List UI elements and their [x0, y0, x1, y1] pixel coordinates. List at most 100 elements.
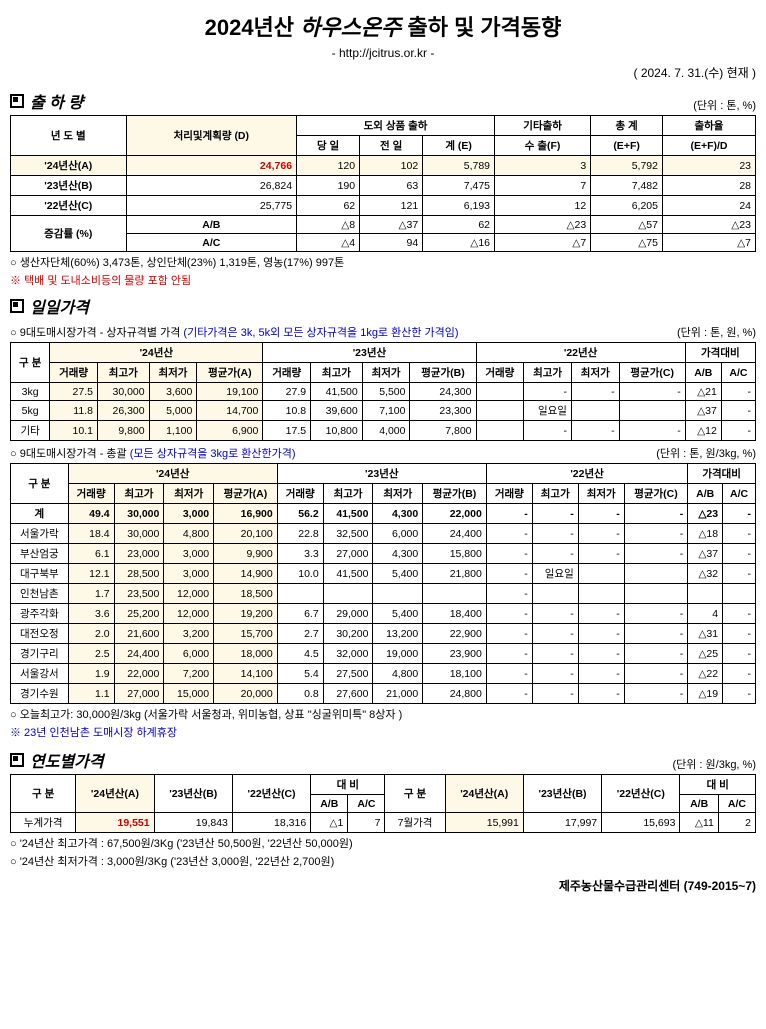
subtitle-url: - http://jcitrus.or.kr - [10, 46, 756, 60]
th: A/B [685, 363, 721, 383]
cell: 9,800 [97, 421, 149, 441]
title-suffix: 출하 및 가격동향 [407, 15, 561, 40]
section2-title: 일일가격 [30, 294, 89, 318]
th-year: 년 도 별 [11, 116, 127, 156]
cell: 29,000 [323, 604, 373, 624]
th: 대 비 [680, 775, 756, 795]
cell: 23,000 [114, 544, 164, 564]
cell: - [624, 504, 688, 524]
cell: - [486, 624, 532, 644]
cell: 21,800 [423, 564, 487, 584]
th: 최고가 [97, 363, 149, 383]
cell: - [532, 604, 578, 624]
cell: △32 [688, 564, 723, 584]
cell: △57 [591, 216, 663, 234]
cell: - [486, 604, 532, 624]
cell: 17.5 [263, 421, 311, 441]
cell: 10.1 [50, 421, 98, 441]
cell: 24,400 [114, 644, 164, 664]
cell: 24,800 [423, 684, 487, 704]
cell [624, 584, 688, 604]
cell: 2 [718, 813, 755, 833]
section1-unit: (단위 : 톤, %) [693, 97, 756, 113]
cell [476, 401, 524, 421]
cell: - [721, 383, 755, 401]
note5: ○ '24년산 최고가격 : 67,500원/3Kg ('23년산 50,500… [10, 835, 756, 851]
th: 평균가(C) [619, 363, 685, 383]
cell [578, 564, 624, 584]
cell: 26,300 [97, 401, 149, 421]
cell: 120 [297, 156, 360, 176]
change-label: 증감률 (%) [11, 216, 127, 252]
cell: 대전오정 [11, 624, 69, 644]
cell: - [723, 524, 756, 544]
cell: 10.0 [277, 564, 323, 584]
cell: 18,400 [423, 604, 487, 624]
section1-title: 출 하 량 [30, 89, 83, 113]
cell: 12.1 [68, 564, 114, 584]
th: 구 분 [385, 775, 445, 813]
cell: - [578, 544, 624, 564]
cell: - [571, 383, 619, 401]
cell: - [619, 383, 685, 401]
cell: 6.1 [68, 544, 114, 564]
cell: 22.8 [277, 524, 323, 544]
th: 거래량 [476, 363, 524, 383]
cell: - [723, 544, 756, 564]
cell: 2.0 [68, 624, 114, 644]
cell: △4 [297, 234, 360, 252]
cell [277, 584, 323, 604]
cell: 경기수원 [11, 684, 69, 704]
th-total-e: 계 (E) [423, 136, 495, 156]
cell: - [532, 504, 578, 524]
cell: 28 [662, 176, 755, 196]
cell: 24,400 [423, 524, 487, 544]
cell: △1 [311, 813, 348, 833]
note4: ※ 23년 인천남촌 도매시장 하계휴장 [10, 724, 756, 740]
cell: 12 [495, 196, 591, 216]
cell: 1,100 [149, 421, 197, 441]
unit1: (단위 : 톤, 원, %) [677, 324, 756, 340]
th-offshore: 도외 상품 출하 [297, 116, 495, 136]
th-sum: 총 계 [591, 116, 663, 136]
cell: △23 [495, 216, 591, 234]
cell: 7,200 [164, 664, 214, 684]
cell: 49.4 [68, 504, 114, 524]
change-ab: A/B [126, 216, 297, 234]
cell: 6,900 [197, 421, 263, 441]
cell: 15,700 [214, 624, 278, 644]
cell: - [532, 524, 578, 544]
cell: - [486, 584, 532, 604]
cell: 4.5 [277, 644, 323, 664]
cell: - [486, 564, 532, 584]
row-label: '24년산(A) [11, 156, 127, 176]
th: 최고가 [114, 484, 164, 504]
cell: - [486, 664, 532, 684]
cell: 13,200 [373, 624, 423, 644]
cell: △7 [495, 234, 591, 252]
cell: 0.8 [277, 684, 323, 704]
unit3: (단위 : 원/3kg, %) [672, 756, 756, 772]
cell: 28,500 [114, 564, 164, 584]
title-product: 하우스온주 [300, 15, 401, 40]
cell: 부산엄궁 [11, 544, 69, 564]
shipment-table: 년 도 별 처리및계획량 (D) 도외 상품 출하 기타출하 총 계 출하율 당… [10, 115, 756, 252]
cell: 대구북부 [11, 564, 69, 584]
price-table-2: 구 분 '24년산 '23년산 '22년산 가격대비 거래량 최고가 최저가 평… [10, 463, 756, 704]
cell: △25 [688, 644, 723, 664]
cell: 63 [360, 176, 423, 196]
cell: 일요일 [532, 564, 578, 584]
th: A/C [721, 363, 755, 383]
th: A/C [718, 795, 755, 813]
th: '23년산(B) [154, 775, 232, 813]
th: 구 분 [11, 775, 76, 813]
th-day: 당 일 [297, 136, 360, 156]
cell: 4,000 [362, 421, 410, 441]
cell: 10.8 [263, 401, 311, 421]
cell: - [723, 504, 756, 524]
cell: - [624, 624, 688, 644]
section-icon [10, 94, 24, 108]
cell: - [578, 524, 624, 544]
cell: 22,900 [423, 624, 487, 644]
th: 거래량 [486, 484, 532, 504]
